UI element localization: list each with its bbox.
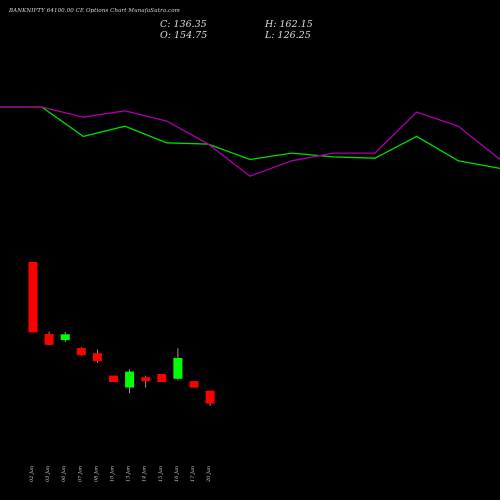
x-tick-label: 10 Jan bbox=[110, 466, 116, 482]
candle-body bbox=[205, 390, 215, 404]
candle-body bbox=[125, 371, 135, 388]
candles bbox=[28, 262, 215, 406]
x-tick-label: 15 Jan bbox=[158, 466, 164, 482]
close-value: C: 136.35 bbox=[160, 19, 207, 30]
x-tick-label: 13 Jan bbox=[126, 466, 132, 482]
moving-average-lines bbox=[0, 106, 500, 177]
x-tick-label: 17 Jan bbox=[190, 466, 196, 482]
candle-body bbox=[92, 353, 102, 362]
x-tick-label: 14 Jan bbox=[142, 466, 148, 482]
x-tick-label: 20 Jan bbox=[206, 466, 212, 483]
x-tick-label: 16 Jan bbox=[174, 466, 180, 482]
x-tick-label: 02 Jan bbox=[29, 466, 35, 482]
x-axis-labels: 02 Jan 03 Jan 06 Jan 07 Jan 08 Jan 10 Jan 13 J… bbox=[29, 466, 212, 483]
series-line bbox=[0, 106, 500, 177]
series-line bbox=[0, 106, 500, 170]
candle-body bbox=[157, 374, 167, 382]
candle-body bbox=[44, 334, 54, 345]
candle-body bbox=[189, 381, 199, 388]
candle-body bbox=[173, 358, 183, 379]
low-value: L: 126.25 bbox=[265, 30, 311, 41]
candle-body bbox=[28, 262, 38, 333]
candle-body bbox=[76, 348, 86, 356]
chart-title: BANKNIFTY 64100.00 CE Options Chart Muna… bbox=[9, 8, 180, 14]
candle-body bbox=[60, 334, 70, 341]
x-tick-label: 08 Jan bbox=[93, 466, 99, 482]
x-tick-label: 03 Jan bbox=[45, 466, 51, 482]
candle-body bbox=[109, 375, 118, 382]
x-tick-label: 07 Jan bbox=[77, 466, 83, 482]
candle-body bbox=[141, 377, 151, 382]
open-value: O: 154.75 bbox=[160, 30, 208, 41]
x-tick-label: 06 Jan bbox=[61, 466, 67, 482]
high-value: H: 162.15 bbox=[265, 19, 313, 30]
